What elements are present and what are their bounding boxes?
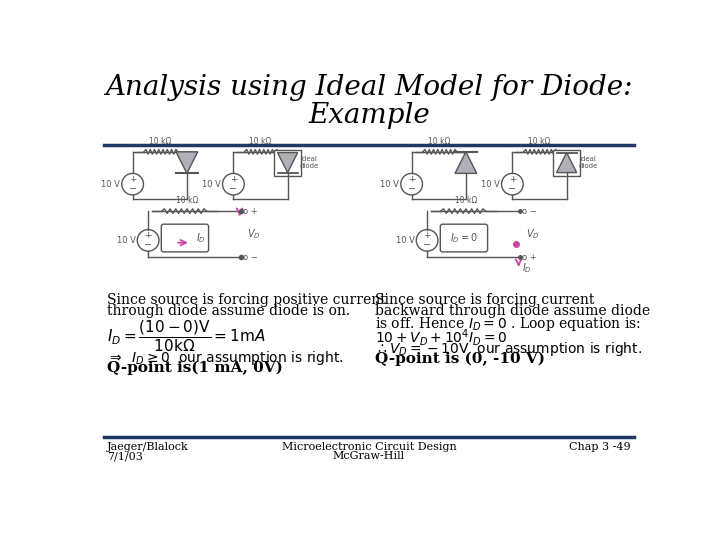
Text: Example: Example [308,102,430,129]
Text: −: − [508,184,516,194]
Text: o +: o + [243,207,257,215]
Polygon shape [455,152,477,173]
Text: Ideal
diode: Ideal diode [300,156,319,169]
Text: −: − [423,240,431,250]
Text: Chap 3 -49: Chap 3 -49 [570,442,631,452]
Text: 10 kΩ: 10 kΩ [148,137,171,146]
Text: $I_D = 0$: $I_D = 0$ [449,231,477,245]
Text: backward through diode assume diode: backward through diode assume diode [375,304,650,318]
Text: +: + [408,175,415,184]
Text: $V_D$: $V_D$ [248,227,261,241]
Text: $\therefore V_D = -10\mathrm{V}$  our assumption is right.: $\therefore V_D = -10\mathrm{V}$ our ass… [375,340,642,357]
Text: 10 V: 10 V [202,180,221,188]
Text: Q-point is(1 mA, 0V): Q-point is(1 mA, 0V) [107,361,283,375]
Text: Jaeger/Blalock: Jaeger/Blalock [107,442,189,452]
Text: −: − [144,240,152,250]
Text: Ideal
diode: Ideal diode [579,156,598,169]
Text: 10 kΩ: 10 kΩ [528,137,551,146]
Polygon shape [176,152,198,173]
Text: +: + [145,231,152,240]
Text: 10 V: 10 V [481,180,500,188]
Text: $10 + V_D + 10^4 I_D = 0$: $10 + V_D + 10^4 I_D = 0$ [375,327,508,348]
Text: $I_D$: $I_D$ [522,261,531,275]
Text: 10 V: 10 V [396,236,415,245]
Text: o +: o + [522,253,536,262]
Text: through diode assume diode is on.: through diode assume diode is on. [107,304,350,318]
Text: +: + [129,175,136,184]
Text: 10 kΩ: 10 kΩ [176,196,198,205]
Polygon shape [277,153,297,173]
Text: +: + [230,175,237,184]
Text: Since source is forcing current: Since source is forcing current [375,294,595,307]
Text: +: + [508,175,516,184]
Text: 10 kΩ: 10 kΩ [428,137,450,146]
Text: Since source is forcing positive current: Since source is forcing positive current [107,294,386,307]
Text: 10 kΩ: 10 kΩ [455,196,477,205]
Text: −: − [408,184,415,194]
Text: 10 V: 10 V [117,236,136,245]
Text: −: − [229,184,238,194]
Polygon shape [557,153,577,173]
FancyBboxPatch shape [554,150,580,176]
Text: $V_D$: $V_D$ [526,227,540,241]
Text: is off. Hence $I_D =0$ . Loop equation is:: is off. Hence $I_D =0$ . Loop equation i… [375,315,642,333]
Text: $I_D$: $I_D$ [196,231,206,245]
Text: o −: o − [522,207,536,215]
Text: 7/1/03: 7/1/03 [107,451,143,461]
Text: Q-point is (0, -10 V): Q-point is (0, -10 V) [375,351,545,366]
Text: 10 kΩ: 10 kΩ [249,137,271,146]
Text: McGraw-Hill: McGraw-Hill [333,451,405,461]
Text: −: − [129,184,137,194]
Text: $I_D = \dfrac{(10-0)\mathrm{V}}{10\mathrm{k}\Omega} = 1\mathrm{m}A$: $I_D = \dfrac{(10-0)\mathrm{V}}{10\mathr… [107,318,266,354]
Text: 10 V: 10 V [102,180,120,188]
Text: 10 V: 10 V [380,180,399,188]
Text: o −: o − [243,253,258,262]
Text: $\Rightarrow\;\; I_D \geq 0$  our assumption is right.: $\Rightarrow\;\; I_D \geq 0$ our assumpt… [107,349,343,367]
Text: Analysis using Ideal Model for Diode:: Analysis using Ideal Model for Diode: [105,74,633,101]
Text: +: + [423,231,431,240]
FancyBboxPatch shape [274,150,301,176]
Text: Microelectronic Circuit Design: Microelectronic Circuit Design [282,442,456,452]
